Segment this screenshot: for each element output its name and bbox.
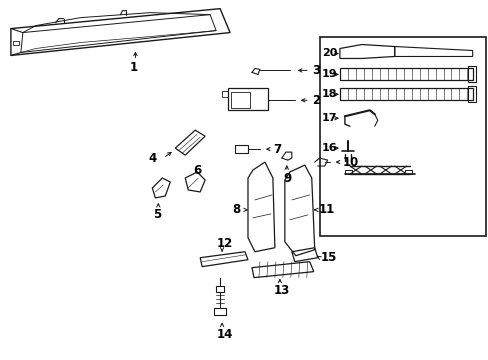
Text: 19: 19	[321, 69, 337, 80]
Text: 6: 6	[193, 163, 201, 176]
Text: 8: 8	[232, 203, 240, 216]
Text: 12: 12	[217, 237, 233, 250]
Text: 11: 11	[318, 203, 334, 216]
Text: 7: 7	[272, 143, 281, 156]
Bar	[319, 37, 485, 235]
Text: 9: 9	[283, 171, 291, 185]
Text: 2: 2	[311, 94, 319, 107]
Text: 15: 15	[320, 251, 336, 264]
Text: 1: 1	[129, 61, 137, 74]
Text: 17: 17	[321, 113, 337, 123]
Text: 20: 20	[321, 49, 337, 58]
Text: 3: 3	[311, 64, 319, 77]
Text: 14: 14	[217, 328, 233, 341]
Text: 5: 5	[153, 208, 161, 221]
Text: 18: 18	[321, 89, 337, 99]
Text: 13: 13	[273, 284, 289, 297]
Text: 16: 16	[321, 143, 337, 153]
Text: 4: 4	[148, 152, 156, 165]
Text: 10: 10	[342, 156, 358, 168]
